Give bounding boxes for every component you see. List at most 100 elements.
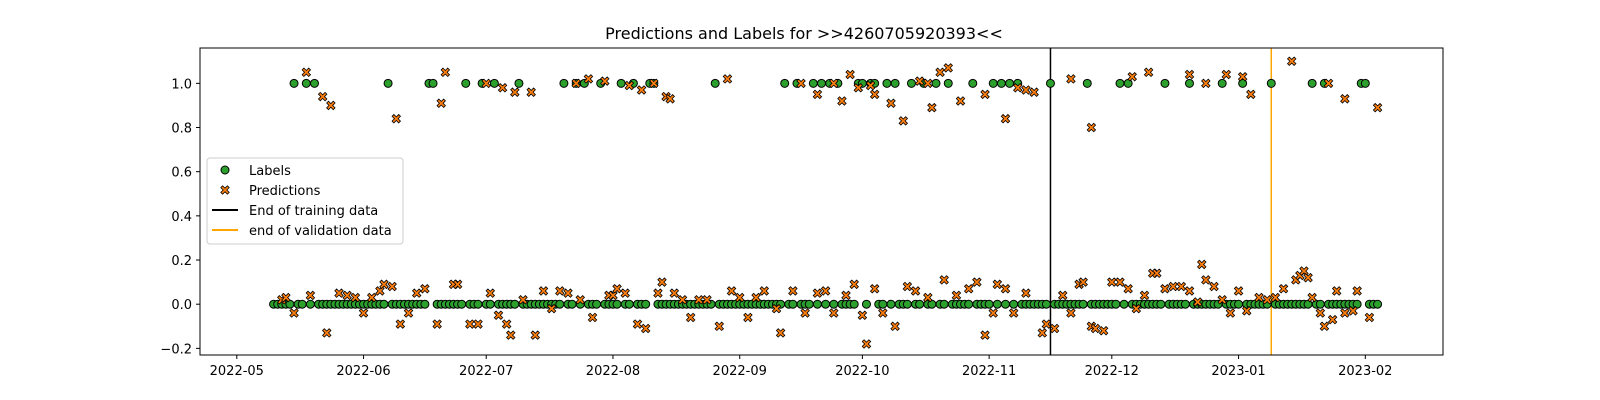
prediction-point	[759, 286, 770, 296]
label-point	[1217, 78, 1227, 88]
prediction-point	[1123, 283, 1133, 294]
prediction-point	[640, 323, 651, 334]
prediction-point	[317, 91, 328, 102]
label-point	[1119, 299, 1129, 309]
x-tick-label: 2022-07	[459, 364, 513, 379]
label-point	[927, 299, 937, 309]
prediction-point	[1364, 312, 1375, 323]
legend-entry: Predictions	[220, 184, 321, 199]
label-point	[612, 299, 622, 309]
label-point	[1184, 78, 1194, 88]
prediction-point	[289, 308, 299, 318]
prediction-point	[342, 290, 352, 301]
prediction-point	[1372, 102, 1383, 113]
label-point	[297, 299, 307, 309]
prediction-point	[988, 308, 998, 318]
label-point	[1373, 299, 1383, 309]
prediction-point	[1254, 292, 1264, 303]
prediction-point	[600, 76, 610, 86]
prediction-point	[546, 303, 557, 314]
prediction-point	[1340, 94, 1350, 104]
x-tick-label: 2022-05	[210, 364, 264, 379]
prediction-point	[1307, 292, 1317, 303]
prediction-point	[440, 67, 451, 78]
prediction-point	[403, 308, 414, 318]
prediction-point	[1090, 323, 1101, 334]
prediction-point	[1270, 292, 1281, 303]
prediction-point	[775, 328, 786, 338]
x-tick-label: 2023-01	[1211, 364, 1265, 379]
y-tick-label: 0.8	[171, 122, 192, 137]
x-tick-label: 2022-06	[336, 364, 390, 379]
y-tick-label: 1.0	[171, 77, 192, 92]
prediction-point	[375, 286, 385, 296]
y-tick-label: −0.2	[160, 342, 192, 357]
label-point	[1115, 78, 1125, 88]
prediction-point	[714, 321, 725, 332]
prediction-point	[1184, 69, 1195, 80]
label-point	[485, 299, 495, 309]
prediction-point	[1098, 325, 1109, 336]
prediction-point	[1201, 275, 1211, 285]
y-tick-label: 0.6	[171, 166, 192, 181]
prediction-point	[923, 292, 933, 303]
prediction-point	[1066, 308, 1076, 318]
prediction-point	[301, 67, 312, 78]
prediction-point	[865, 80, 876, 91]
prediction-point	[812, 288, 823, 298]
label-point	[305, 299, 315, 309]
label-point	[861, 299, 871, 309]
prediction-point	[829, 308, 839, 318]
prediction-point	[857, 310, 868, 321]
prediction-point	[800, 308, 810, 318]
prediction-point	[796, 78, 806, 89]
x-tick-label: 2022-11	[962, 364, 1016, 379]
prediction-point	[829, 78, 839, 89]
prediction-point	[555, 286, 565, 296]
legend-label: end of validation data	[249, 224, 392, 239]
prediction-point	[624, 80, 635, 91]
prediction-point	[669, 288, 680, 298]
legend-labels-marker	[220, 165, 230, 175]
label-point	[457, 299, 467, 309]
label-point	[931, 78, 941, 88]
prediction-point	[963, 283, 974, 294]
prediction-point	[653, 288, 663, 298]
prediction-point	[571, 78, 581, 89]
x-tick-label: 2022-10	[835, 364, 889, 379]
label-point	[1307, 78, 1317, 88]
prediction-point	[1217, 295, 1227, 305]
prediction-point	[493, 310, 504, 321]
prediction-point	[927, 102, 937, 113]
prediction-point	[923, 78, 933, 89]
prediction-point	[726, 286, 737, 296]
prediction-point	[420, 283, 430, 294]
label-point	[1360, 78, 1370, 88]
label-point	[1156, 299, 1166, 309]
label-point	[641, 299, 651, 309]
prediction-point	[1131, 303, 1142, 314]
label-point	[285, 299, 295, 309]
label-point	[1078, 299, 1088, 309]
label-point	[996, 78, 1006, 88]
label-point	[1082, 78, 1092, 88]
axes-frame	[199, 47, 1444, 356]
y-axis: −0.2 0.0 0.2 0.4 0.6 0.8 1.0	[160, 77, 200, 357]
prediction-point	[518, 295, 528, 305]
prediction-point	[1021, 85, 1031, 95]
prediction-point	[788, 286, 798, 296]
label-point	[514, 78, 524, 88]
prediction-point	[649, 78, 659, 89]
prediction-point	[955, 96, 966, 106]
label-point	[1005, 78, 1015, 88]
legend-entries: Labels Predictions End of training data end…	[212, 164, 392, 239]
prediction-point	[914, 76, 925, 86]
prediction-point	[943, 63, 954, 73]
label-point	[882, 78, 892, 88]
x-tick-label: 2023-02	[1338, 364, 1392, 379]
prediction-point	[530, 330, 541, 340]
prediction-point	[820, 286, 831, 296]
prediction-point	[305, 290, 316, 301]
prediction-point	[1340, 308, 1350, 318]
